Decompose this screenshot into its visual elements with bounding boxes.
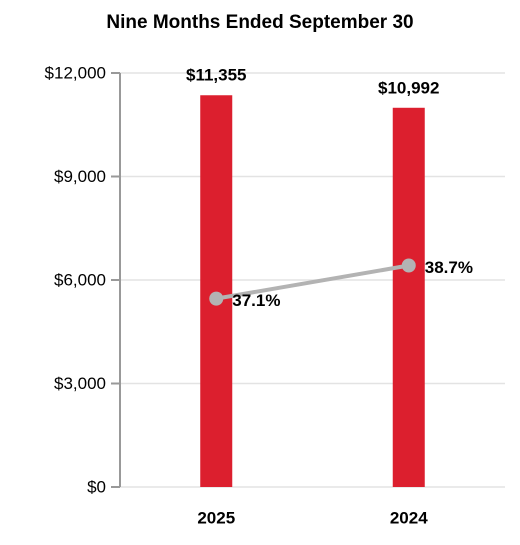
y-tick-label: $6,000 [54,270,106,289]
y-tick-label: $0 [87,477,106,496]
bar-value-label: $10,992 [378,78,439,97]
x-tick-label: 2025 [197,508,235,527]
line [215,263,410,301]
line-point [209,291,224,306]
line-value-label: 38.7% [425,258,473,277]
y-tick-label: $9,000 [54,167,106,186]
line-point [401,258,416,273]
y-tick-label: $12,000 [45,63,106,82]
bar [392,107,425,487]
x-tick-label: 2024 [390,508,428,527]
bar [200,95,233,487]
chart-title: Nine Months Ended September 30 [106,12,413,33]
bar-value-label: $11,355 [186,66,247,85]
line-value-label: 37.1% [232,291,280,310]
y-tick-label: $3,000 [54,374,106,393]
